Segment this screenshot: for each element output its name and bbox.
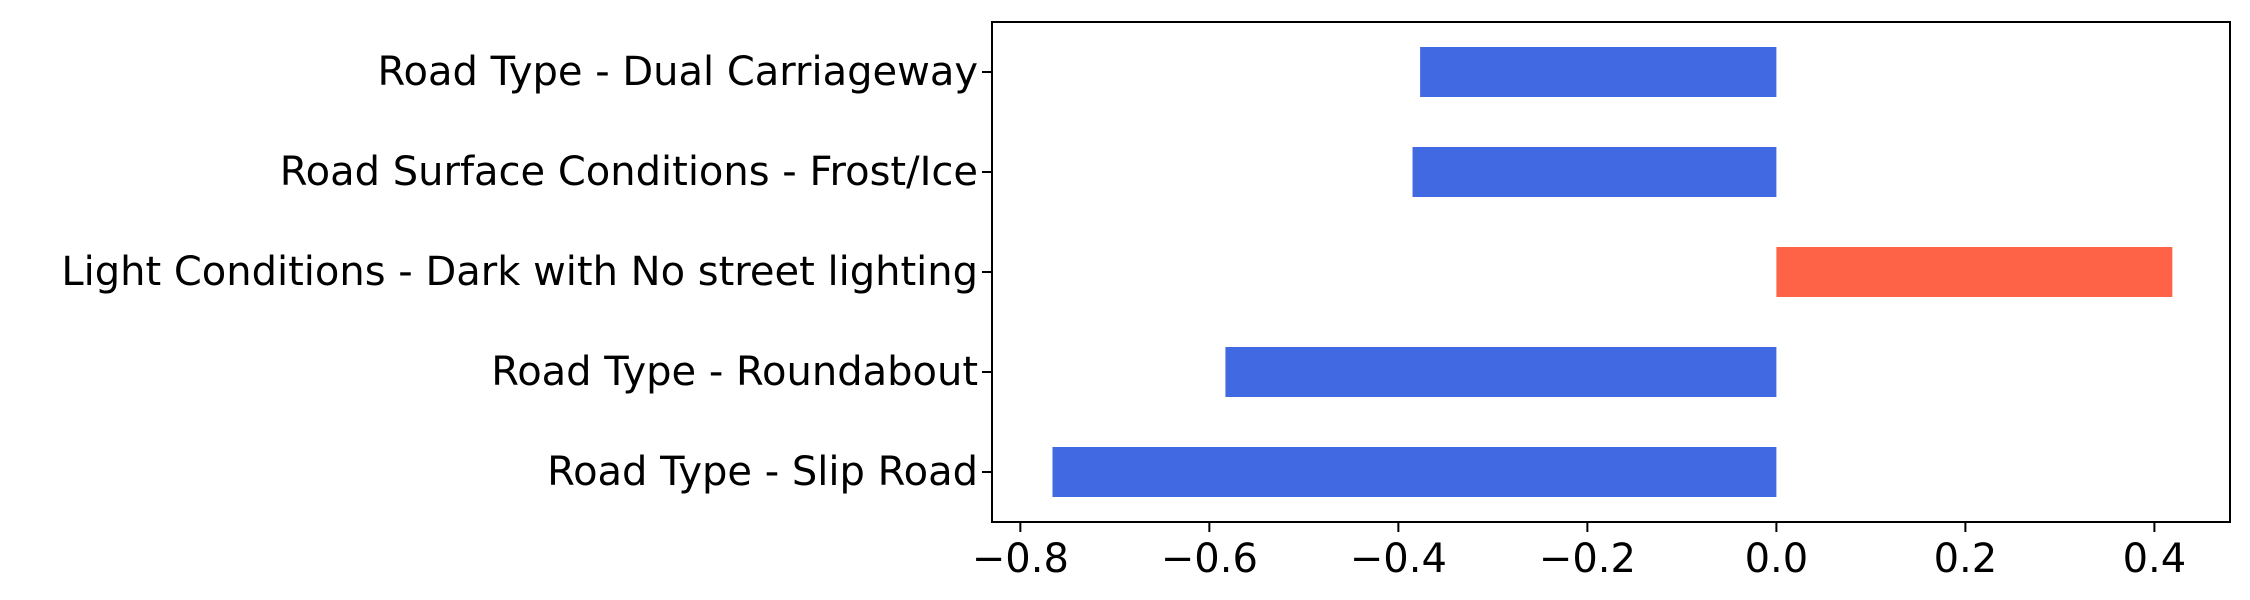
x-tick-label: 0.0 (1745, 536, 1809, 582)
category-label: Light Conditions - Dark with No street l… (61, 249, 978, 295)
x-tick-label: −0.4 (1350, 536, 1447, 582)
x-tick-label: 0.4 (2123, 536, 2187, 582)
category-label: Road Type - Dual Carriageway (378, 49, 978, 95)
x-tick-labels: −0.8 −0.6 −0.4 −0.2 0.0 0.2 0.4 (972, 536, 2186, 582)
bar (1776, 247, 2173, 297)
bar (1420, 47, 1777, 97)
x-tick-label: −0.2 (1539, 536, 1636, 582)
bars-group (1052, 47, 2173, 497)
category-label: Road Type - Slip Road (547, 449, 978, 495)
y-tick-marks (982, 71, 992, 473)
bar (1225, 347, 1777, 397)
x-tick-label: 0.2 (1934, 536, 1998, 582)
category-labels: Road Type - Slip Road Road Type - Roundab… (61, 49, 978, 495)
x-tick-label: −0.8 (972, 536, 1069, 582)
x-tick-marks (1019, 522, 2156, 532)
category-label: Road Surface Conditions - Frost/Ice (280, 149, 978, 195)
bar (1412, 147, 1777, 197)
bar (1052, 447, 1777, 497)
x-tick-label: −0.6 (1161, 536, 1258, 582)
category-label: Road Type - Roundabout (491, 349, 978, 395)
